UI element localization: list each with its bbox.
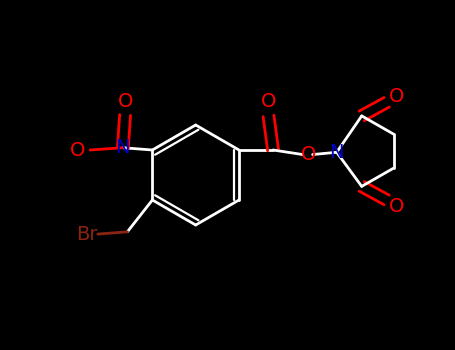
Text: O: O bbox=[117, 92, 133, 111]
Text: O: O bbox=[389, 197, 404, 216]
Text: O: O bbox=[389, 87, 404, 106]
Text: O: O bbox=[300, 145, 316, 164]
Text: N: N bbox=[116, 138, 130, 157]
Text: O: O bbox=[261, 92, 276, 111]
Text: O: O bbox=[70, 140, 85, 160]
Text: N: N bbox=[329, 143, 344, 162]
Text: Br: Br bbox=[76, 225, 97, 244]
